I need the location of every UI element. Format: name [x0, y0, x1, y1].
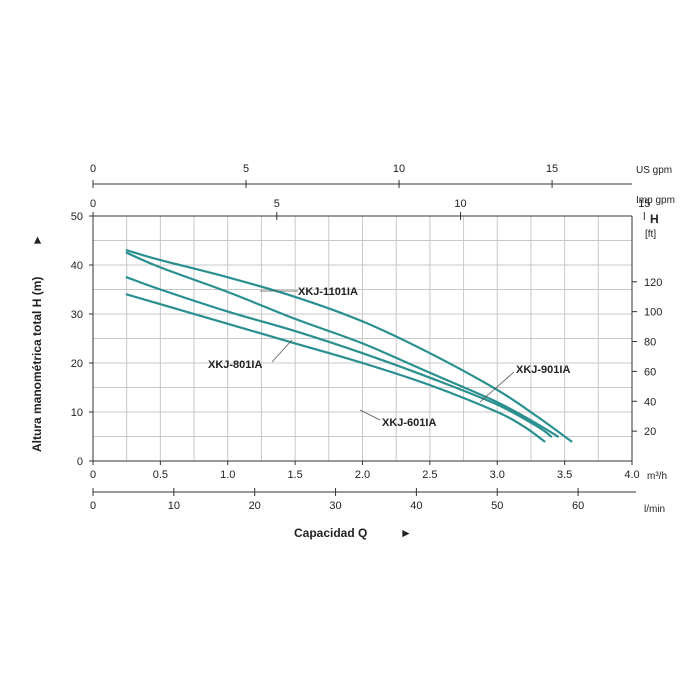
x-tick-label: 3.5: [557, 469, 572, 481]
series-line-xkj-1101ia: [125, 249, 573, 443]
y-tick-label: 50: [71, 211, 83, 223]
h-ft-unit: [ft]: [645, 229, 656, 240]
x-tick-label: 0: [90, 469, 96, 481]
us-gpm-tick-label: 5: [243, 163, 249, 175]
y-tick-label: 20: [71, 358, 83, 370]
l-min-tick-label: 10: [168, 500, 180, 512]
grid: [92, 215, 633, 461]
series-line-xkj-801ia: [125, 276, 553, 438]
x-tick-label: 1.0: [220, 469, 235, 481]
series-curves: [125, 249, 573, 443]
h-ft-tick-label: 20: [644, 426, 656, 438]
h-ft-tick-label: 120: [644, 277, 662, 289]
x-tick-label: 2.0: [355, 469, 370, 481]
l-min-tick-label: 50: [491, 500, 503, 512]
us-gpm-label: US gpm: [636, 165, 672, 176]
series-label-xkj-1101ia: XKJ-1101IA: [298, 286, 358, 298]
us-gpm-tick-label: 10: [393, 163, 405, 175]
h-ft-label: H: [650, 212, 659, 226]
series-line-xkj-901ia: [125, 251, 559, 438]
series-label-xkj-601ia: XKJ-601IA: [382, 417, 436, 429]
imp-gpm-tick-label: 15: [638, 198, 650, 210]
y-tick-label: 40: [71, 260, 83, 272]
x-unit-label: m³/h: [647, 471, 667, 482]
imp-gpm-tick-label: 10: [454, 198, 466, 210]
y-tick-label: 0: [77, 456, 83, 468]
h-ft-tick-label: 100: [644, 307, 662, 319]
x-tick-label: 0.5: [153, 469, 168, 481]
l-min-label: l/min: [644, 504, 665, 515]
x-tick-label: 4.0: [624, 469, 639, 481]
axes: [89, 180, 645, 496]
h-ft-tick-label: 80: [644, 337, 656, 349]
imp-gpm-tick-label: 5: [274, 198, 280, 210]
y-tick-label: 30: [71, 309, 83, 321]
x-axis-title: Capacidad Q: [294, 526, 367, 540]
series-labels: XKJ-1101IA XKJ-901IA XKJ-801IA XKJ-601IA: [208, 286, 570, 429]
us-gpm-tick-label: 0: [90, 163, 96, 175]
x-axis-arrow: ►: [400, 526, 412, 540]
series-line-xkj-601ia: [125, 293, 546, 443]
y-axis-arrow: ►: [30, 234, 44, 246]
leader-line-xkj-901ia: [479, 371, 515, 403]
h-ft-tick-label: 40: [644, 396, 656, 408]
series-label-xkj-901ia: XKJ-901IA: [516, 364, 570, 376]
series-label-xkj-801ia: XKJ-801IA: [208, 359, 262, 371]
y-tick-label: 10: [71, 407, 83, 419]
h-ft-tick-label: 60: [644, 366, 656, 378]
leader-line-xkj-801ia: [271, 339, 293, 363]
l-min-tick-label: 30: [329, 500, 341, 512]
leader-line-xkj-601ia: [359, 409, 381, 421]
x-tick-label: 3.0: [490, 469, 505, 481]
x-tick-label: 2.5: [422, 469, 437, 481]
l-min-tick-label: 40: [410, 500, 422, 512]
l-min-tick-label: 60: [572, 500, 584, 512]
us-gpm-tick-label: 15: [546, 163, 558, 175]
imp-gpm-tick-label: 0: [90, 198, 96, 210]
l-min-tick-label: 0: [90, 500, 96, 512]
imp-gpm-label: Imp gpm: [636, 195, 675, 206]
l-min-tick-label: 20: [249, 500, 261, 512]
y-axis-title: Altura manométrica total H (m): [30, 277, 44, 452]
x-tick-label: 1.5: [287, 469, 302, 481]
